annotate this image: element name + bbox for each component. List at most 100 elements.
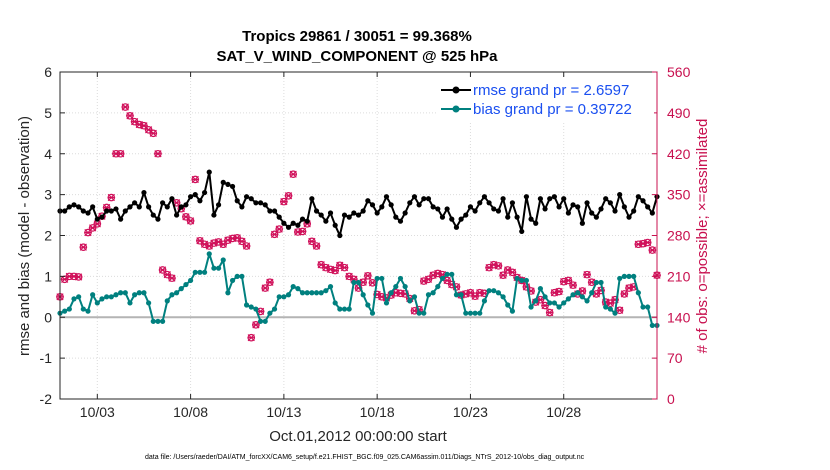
obs-assimilated-point: [298, 227, 307, 236]
obs-assimilated-point: [186, 217, 195, 225]
bias-point: [318, 290, 324, 296]
y-right-tick-label: 420: [667, 146, 691, 162]
rmse-point: [486, 200, 492, 206]
bias-point: [206, 251, 212, 257]
bias-point: [113, 292, 119, 298]
rmse-point: [62, 208, 68, 214]
bias-point: [551, 300, 557, 306]
rmse-point: [155, 216, 161, 222]
rmse-point: [383, 194, 390, 200]
obs-assimilated-point: [284, 192, 293, 200]
rmse-point: [295, 222, 301, 228]
bias-point: [598, 279, 604, 286]
bias-point: [276, 294, 282, 300]
rmse-point: [66, 204, 72, 210]
legend-rmse-marker: [452, 86, 460, 94]
bias-point: [528, 304, 534, 310]
bias-point: [122, 290, 128, 296]
bias-point: [509, 308, 516, 314]
bias-point: [523, 277, 530, 284]
obs-assimilated-point: [494, 262, 503, 270]
rmse-point: [281, 220, 287, 226]
rmse-point: [276, 214, 282, 220]
obs-assimilated-point: [191, 175, 200, 184]
rmse-point: [118, 216, 124, 222]
rmse-point: [575, 204, 581, 210]
rmse-point: [76, 204, 82, 210]
bias-series: [57, 251, 660, 329]
obs-assimilated-point: [312, 242, 321, 250]
legend-box: [437, 78, 654, 121]
obs-assimilated-point: [149, 129, 158, 137]
obs-assimilated-point: [116, 150, 125, 158]
obs-assimilated-point: [242, 242, 251, 250]
rmse-point: [416, 202, 422, 208]
bias-point: [397, 275, 404, 282]
bias-point: [229, 277, 236, 284]
bias-point: [85, 308, 91, 314]
y-tick-label: 6: [44, 64, 52, 80]
obs-assimilated-point: [79, 243, 88, 251]
bias-point: [253, 306, 259, 312]
bias-point: [183, 281, 189, 288]
rmse-point: [262, 202, 268, 208]
rmse-point: [421, 196, 427, 202]
rmse-point: [388, 202, 394, 208]
rmse-series: [57, 169, 660, 239]
rmse-point: [132, 200, 138, 206]
rmse-point: [449, 216, 455, 222]
rmse-point: [304, 218, 310, 224]
obs-assimilated-point: [620, 290, 629, 298]
obs-assimilated-point: [168, 274, 176, 282]
rmse-point: [645, 204, 651, 210]
bias-point: [132, 292, 138, 298]
rmse-point: [253, 200, 259, 206]
bias-point: [341, 306, 348, 312]
y-right-tick-label: 210: [667, 268, 691, 284]
bias-point: [136, 290, 142, 296]
rmse-point: [220, 179, 226, 185]
bias-point: [565, 296, 571, 302]
rmse-point: [551, 194, 557, 200]
rmse-point: [257, 200, 264, 206]
bias-point: [332, 300, 338, 306]
y-tick-label: 3: [44, 187, 52, 203]
bias-point: [645, 304, 651, 310]
bias-point: [164, 298, 170, 304]
rmse-point: [617, 192, 623, 198]
rmse-point: [439, 214, 446, 220]
bias-point: [360, 292, 366, 298]
bias-point: [155, 318, 161, 324]
x-tick-label: 10/28: [546, 404, 581, 420]
bias-point: [383, 300, 390, 306]
rmse-point: [327, 210, 334, 216]
bias-point: [430, 290, 436, 296]
x-axis-label: Oct.01,2012 00:00:00 start: [269, 428, 447, 445]
rmse-point: [313, 208, 320, 214]
rmse-point: [612, 208, 618, 214]
obs-assimilated-point: [555, 287, 563, 296]
rmse-point: [80, 208, 86, 214]
bias-point: [626, 273, 632, 279]
rmse-point: [187, 194, 194, 200]
y-right-tick-label: 560: [667, 64, 691, 80]
rmse-point: [463, 212, 469, 218]
rmse-point: [206, 169, 212, 175]
obs-assimilated-point: [648, 246, 657, 254]
rmse-point: [215, 202, 222, 208]
bias-point: [617, 275, 623, 282]
rmse-point: [598, 206, 604, 212]
rmse-point: [267, 208, 273, 214]
rmse-point: [477, 200, 483, 206]
bias-point: [425, 292, 432, 298]
rmse-point: [346, 214, 352, 220]
data-file-footnote: data file: /Users/raeder/DAI/ATM_forcXX/…: [145, 454, 585, 461]
rmse-point: [108, 208, 114, 214]
rmse-point: [379, 204, 385, 210]
rmse-point: [169, 196, 175, 202]
rmse-point: [99, 214, 105, 220]
bias-point: [649, 322, 655, 329]
rmse-point: [141, 189, 147, 196]
rmse-point: [192, 192, 198, 198]
rmse-point: [491, 206, 497, 212]
